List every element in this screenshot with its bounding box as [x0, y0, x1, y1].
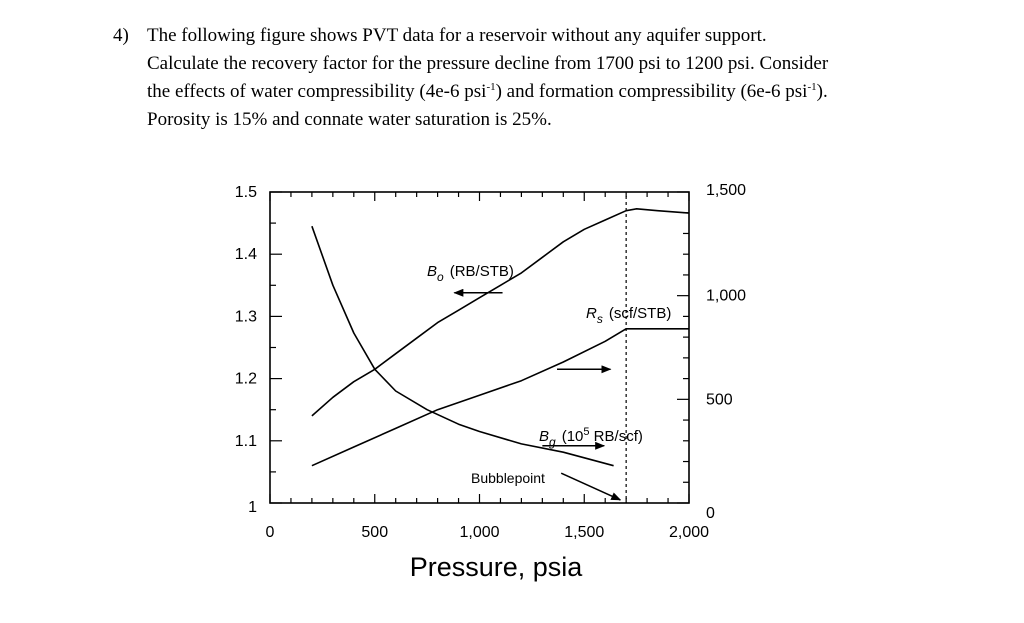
y-left-tick-label: 1.1: [235, 433, 257, 450]
y-left-tick-label: 1.4: [235, 246, 257, 263]
y-left-tick-label: 1.2: [235, 371, 257, 388]
bubblepoint-label: Bubblepoint: [471, 470, 545, 486]
y-left-tick-label: 1.5: [235, 184, 257, 201]
y-right-tick-label: 0: [706, 505, 715, 522]
y-left-tick-label: 1: [248, 499, 257, 516]
bg-label: Bg (105 RB/scf): [539, 426, 643, 449]
rs-label: Rs (scf/STB): [586, 305, 671, 326]
bo-label: Bo (RB/STB): [427, 263, 514, 284]
question-line: Calculate the recovery factor for the pr…: [147, 53, 829, 74]
x-tick-label: 1,500: [564, 524, 604, 541]
superscript: -1: [486, 81, 496, 93]
x-axis-label: Pressure, psia: [410, 552, 584, 582]
y-right-tick-label: 500: [706, 391, 733, 408]
text: the effects of water compressibility (4e…: [147, 81, 487, 102]
y-left-tick-label: 1.3: [235, 308, 257, 325]
x-tick-label: 0: [266, 524, 275, 541]
question-line: the effects of water compressibility (4e…: [147, 78, 828, 106]
x-tick-label: 2,000: [669, 524, 709, 541]
superscript: -1: [807, 81, 817, 93]
series-bg-line: [311, 225, 614, 467]
question-number: 4): [113, 25, 129, 46]
y-right-tick-label: 1,000: [706, 288, 746, 305]
bubblepoint-arrow: [560, 472, 622, 501]
question-text: The following figure shows PVT data for …: [147, 22, 828, 134]
x-tick-label: 500: [361, 524, 388, 541]
question-line: Porosity is 15% and connate water satura…: [147, 109, 552, 130]
question-line: The following figure shows PVT data for …: [147, 25, 767, 46]
series-rs-line: [311, 328, 689, 467]
y-right-tick-label: 1,500: [706, 182, 746, 199]
text: ).: [816, 81, 828, 102]
x-tick-label: 1,000: [459, 524, 499, 541]
text: ) and formation compressibility (6e-6 ps…: [495, 81, 808, 102]
